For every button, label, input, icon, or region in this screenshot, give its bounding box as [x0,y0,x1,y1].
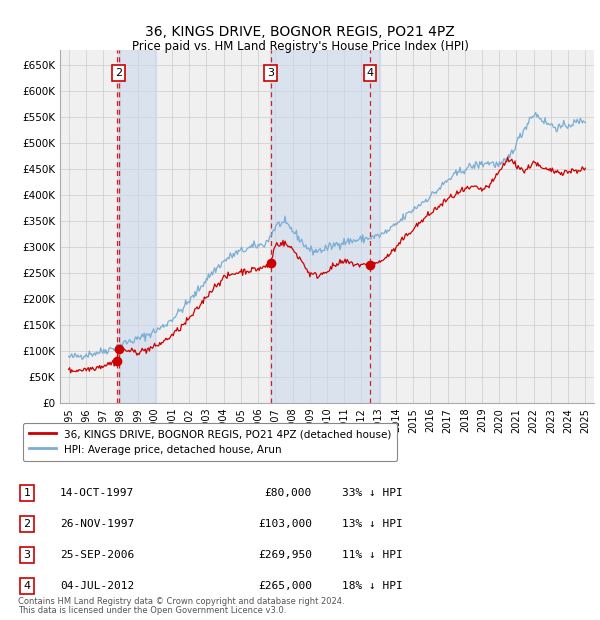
Text: Contains HM Land Registry data © Crown copyright and database right 2024.: Contains HM Land Registry data © Crown c… [18,597,344,606]
Text: 4: 4 [23,581,31,591]
Text: £80,000: £80,000 [265,488,312,498]
Text: 36, KINGS DRIVE, BOGNOR REGIS, PO21 4PZ: 36, KINGS DRIVE, BOGNOR REGIS, PO21 4PZ [145,25,455,39]
Text: This data is licensed under the Open Government Licence v3.0.: This data is licensed under the Open Gov… [18,606,286,615]
Bar [118,50,157,403]
Text: 33% ↓ HPI: 33% ↓ HPI [342,488,403,498]
Text: 25-SEP-2006: 25-SEP-2006 [60,550,134,560]
Text: Price paid vs. HM Land Registry's House Price Index (HPI): Price paid vs. HM Land Registry's House … [131,40,469,53]
Text: 2: 2 [23,519,31,529]
Text: 18% ↓ HPI: 18% ↓ HPI [342,581,403,591]
Text: 11% ↓ HPI: 11% ↓ HPI [342,550,403,560]
Text: £269,950: £269,950 [258,550,312,560]
Text: £265,000: £265,000 [258,581,312,591]
Text: 2: 2 [115,68,122,78]
Bar [270,50,380,403]
Text: 4: 4 [367,68,374,78]
Text: 13% ↓ HPI: 13% ↓ HPI [342,519,403,529]
Text: 1: 1 [23,488,31,498]
Text: 26-NOV-1997: 26-NOV-1997 [60,519,134,529]
Text: £103,000: £103,000 [258,519,312,529]
Text: 3: 3 [23,550,31,560]
Text: 14-OCT-1997: 14-OCT-1997 [60,488,134,498]
Text: 04-JUL-2012: 04-JUL-2012 [60,581,134,591]
Legend: 36, KINGS DRIVE, BOGNOR REGIS, PO21 4PZ (detached house), HPI: Average price, de: 36, KINGS DRIVE, BOGNOR REGIS, PO21 4PZ … [23,423,397,461]
Text: 3: 3 [267,68,274,78]
